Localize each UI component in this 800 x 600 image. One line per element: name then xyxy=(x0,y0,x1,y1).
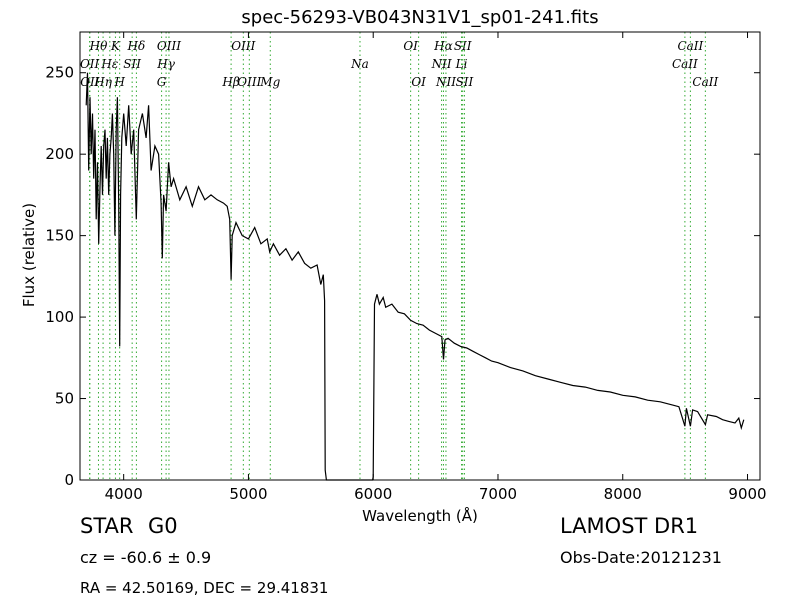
observation-date: Obs-Date:20121231 xyxy=(560,548,722,567)
x-tick-label: 8000 xyxy=(604,485,642,503)
y-tick-label: 200 xyxy=(45,145,74,163)
spectrum-line xyxy=(85,72,745,481)
sky-coordinates: RA = 42.50169, DEC = 29.41831 xyxy=(80,579,329,597)
line-label-k: K xyxy=(110,39,121,53)
x-tick-label: 5000 xyxy=(229,485,267,503)
line-label-hε: Hε xyxy=(100,57,118,71)
line-label-hη: Hη xyxy=(93,75,112,89)
chart-title: spec-56293-VB043N31V1_sp01-241.fits xyxy=(241,7,598,28)
y-tick-label: 150 xyxy=(45,227,74,245)
object-subclass: G0 xyxy=(148,514,178,538)
line-label-hθ: Hθ xyxy=(89,39,108,53)
y-axis-label: Flux (relative) xyxy=(20,203,38,307)
axis-ticks: 4000 5000 6000 7000 8000 9000 0 50 100 150 200 250 xyxy=(45,32,767,503)
line-label-nii: NII xyxy=(435,75,456,89)
y-tick-label: 50 xyxy=(55,390,74,408)
line-label-hδ: Hδ xyxy=(127,39,146,53)
line-label-oiii: OIII xyxy=(231,39,255,53)
line-label-oii: OII xyxy=(80,75,100,89)
x-tick-label: 6000 xyxy=(354,485,392,503)
object-class: STAR xyxy=(80,514,134,538)
line-label-g: G xyxy=(157,75,167,89)
survey-name: LAMOST DR1 xyxy=(560,514,699,538)
x-tick-label: 4000 xyxy=(105,485,143,503)
line-label-sii: SII xyxy=(123,57,141,71)
line-label-oiii: OIII xyxy=(237,75,261,89)
redshift-value: cz = -60.6 ± 0.9 xyxy=(80,548,212,567)
line-label-hα: Hα xyxy=(433,39,453,53)
line-label-li: Li xyxy=(455,57,468,71)
line-label-mg: Mg xyxy=(259,75,280,89)
line-label-nii: NII xyxy=(431,57,452,71)
line-label-hβ: Hβ xyxy=(221,75,239,89)
line-label-caii: CaII xyxy=(672,57,698,71)
plot-frame xyxy=(79,31,761,481)
line-label-oiii: OIII xyxy=(157,39,181,53)
line-label-caii: CaII xyxy=(677,39,703,53)
line-label-hγ: Hγ xyxy=(156,57,175,71)
x-tick-label: 7000 xyxy=(479,485,517,503)
line-label-na: Na xyxy=(350,57,369,71)
x-axis-label: Wavelength (Å) xyxy=(362,506,478,525)
line-label-caii: CaII xyxy=(692,75,718,89)
line-label-sii: SII xyxy=(456,75,474,89)
y-tick-label: 100 xyxy=(45,308,74,326)
line-label-oi: OI xyxy=(403,39,418,53)
line-label-sii: SII xyxy=(454,39,472,53)
line-label-oi: OI xyxy=(411,75,426,89)
x-tick-label: 9000 xyxy=(728,485,766,503)
y-tick-label: 250 xyxy=(45,64,74,82)
line-label-h: H xyxy=(113,75,125,89)
y-tick-label: 0 xyxy=(64,471,74,489)
